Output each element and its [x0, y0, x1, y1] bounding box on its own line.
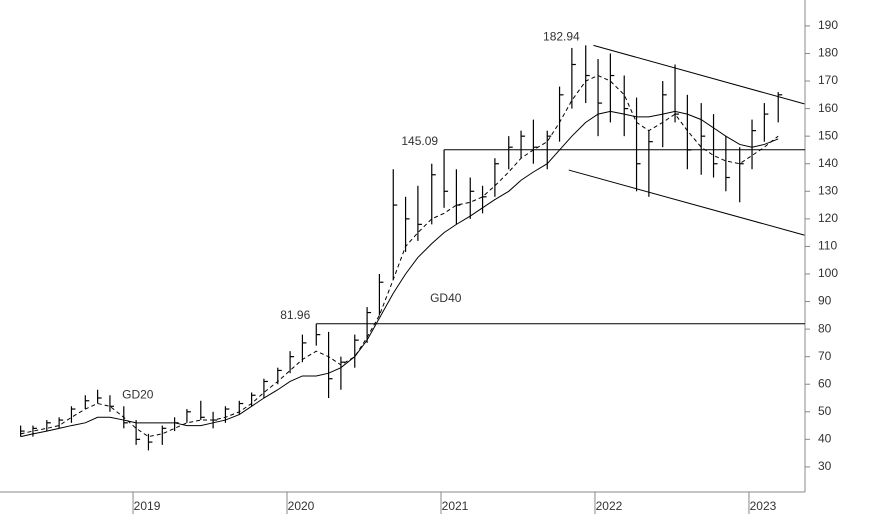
x-tick-label: 2022: [596, 499, 623, 513]
x-tick-label: 2023: [750, 499, 777, 513]
series-label: GD20: [122, 387, 154, 401]
y-tick-label: 100: [818, 266, 838, 280]
y-tick-label: 70: [818, 349, 832, 363]
y-tick-label: 190: [818, 18, 838, 32]
level-label: 81.96: [280, 308, 310, 322]
channel-line: [568, 169, 805, 236]
y-tick-label: 180: [818, 46, 838, 60]
y-tick-label: 160: [818, 101, 838, 115]
y-tick-label: 80: [818, 321, 832, 335]
y-tick-label: 90: [818, 294, 832, 308]
y-tick-label: 110: [818, 239, 837, 253]
y-tick-label: 130: [818, 183, 838, 197]
y-tick-label: 40: [818, 432, 832, 446]
y-tick-label: 30: [818, 459, 832, 473]
series-label: GD40: [430, 291, 462, 305]
x-tick-label: 2020: [288, 499, 315, 513]
x-tick-label: 2019: [134, 499, 161, 513]
channel-line: [593, 44, 805, 105]
y-tick-label: 50: [818, 404, 832, 418]
y-tick-label: 140: [818, 156, 838, 170]
y-tick-label: 170: [818, 73, 838, 87]
moving-average: [20, 74, 779, 438]
level-label: 182.94: [543, 30, 580, 44]
y-tick-label: 120: [818, 211, 838, 225]
y-tick-label: 150: [818, 128, 838, 142]
y-tick-label: 60: [818, 376, 832, 390]
level-label: 145.09: [401, 134, 438, 148]
x-tick-label: 2021: [442, 499, 469, 513]
moving-average: [20, 110, 779, 438]
